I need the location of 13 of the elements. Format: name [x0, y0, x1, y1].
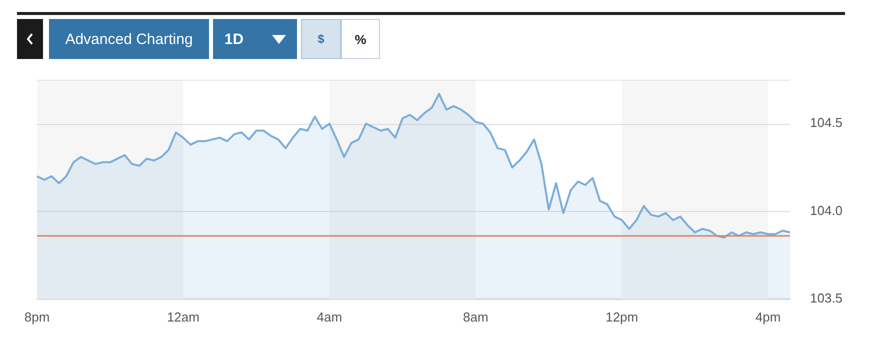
x-tick-label: 8am	[462, 309, 488, 324]
text: %	[354, 32, 366, 46]
text: $	[318, 32, 324, 46]
x-tick-label: 8pm	[24, 309, 50, 324]
x-tick-label: 12pm	[606, 309, 638, 324]
x-tick-label: 4am	[316, 309, 342, 324]
y-tick-label: 104.0	[810, 202, 843, 218]
text: 1D	[224, 30, 244, 48]
x-tick-label: 4pm	[755, 309, 781, 324]
y-tick-label: 104.5	[810, 115, 843, 130]
y-tick-label: 103.5	[810, 290, 843, 306]
text: Advanced Charting	[65, 30, 193, 48]
x-tick-label: 12am	[166, 309, 200, 324]
